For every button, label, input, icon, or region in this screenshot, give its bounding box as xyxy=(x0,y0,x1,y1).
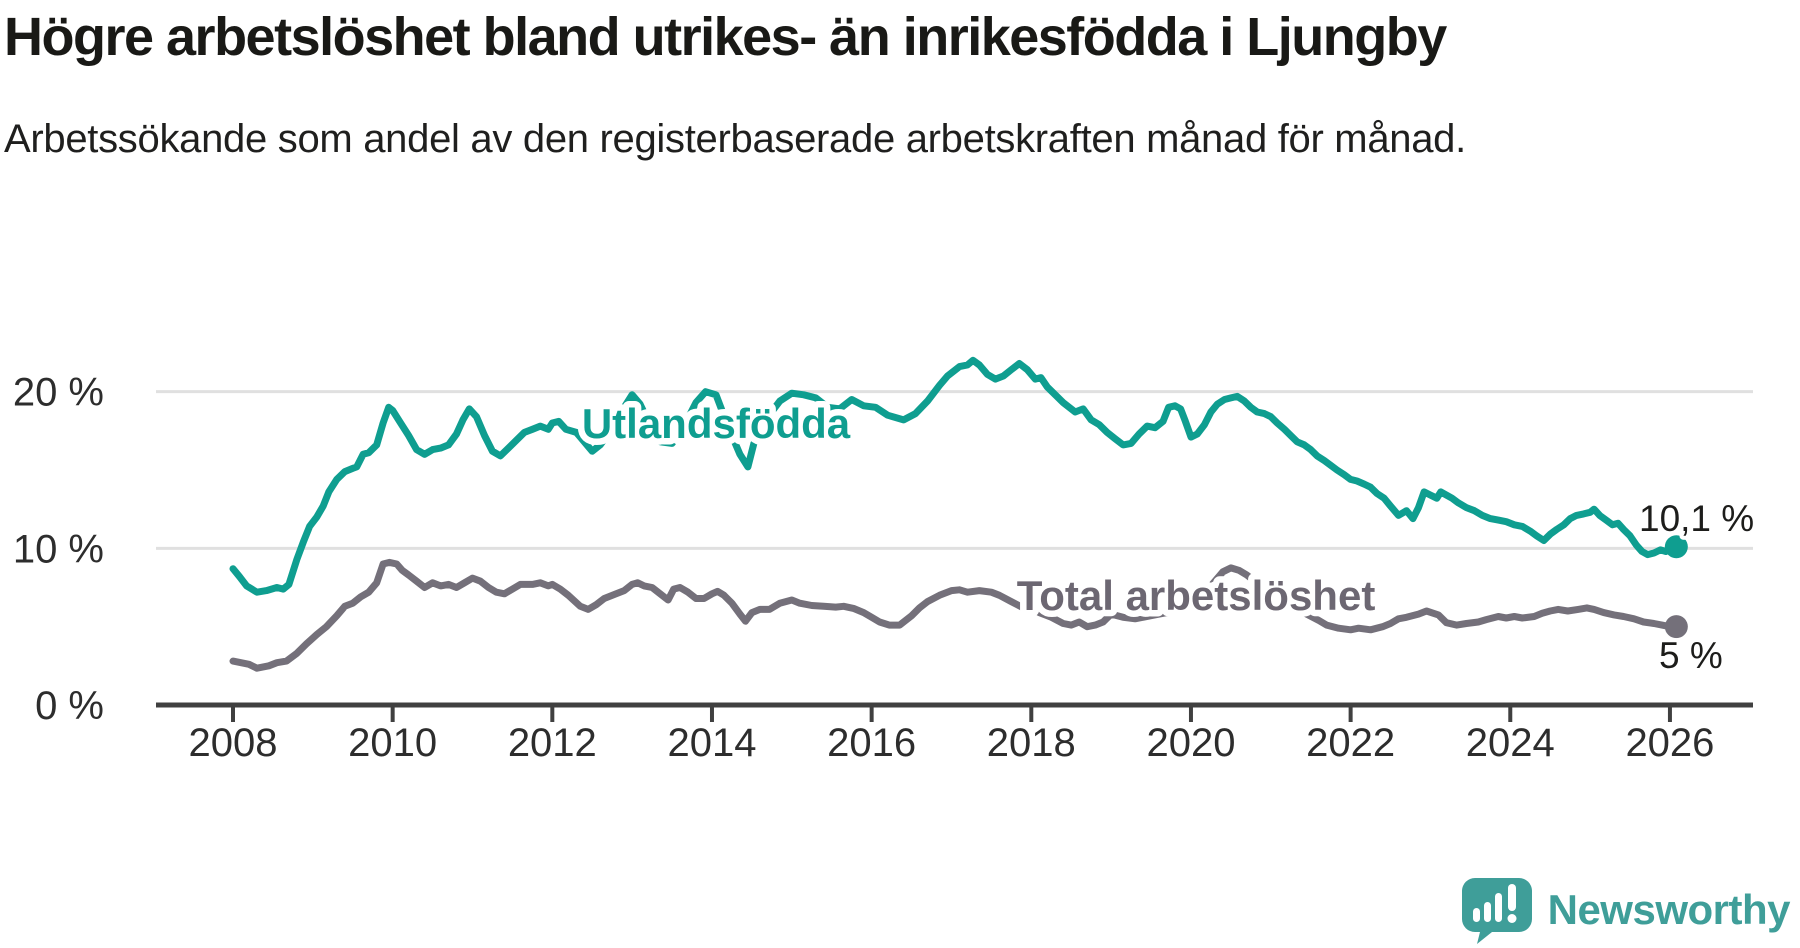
logo-exclamation-bar xyxy=(1507,884,1516,911)
logo-bar-medium xyxy=(1483,902,1491,922)
series-line-utlandsfodda xyxy=(229,356,1680,596)
logo-exclamation-dot xyxy=(1507,914,1517,923)
page-title: Högre arbetslöshet bland utrikes- än inr… xyxy=(4,7,1447,67)
y-tick-label: 0 % xyxy=(35,684,104,728)
brand-name: Newsworthy xyxy=(1547,886,1791,933)
x-tick-label: 2020 xyxy=(1146,721,1235,765)
series-label-utlandsfodda: Utlandsfödda xyxy=(582,400,851,447)
end-dot-total-arbetsloshet xyxy=(1664,615,1688,639)
y-tick-label: 10 % xyxy=(13,527,104,571)
end-value-label-total-arbetsloshet: 5 % xyxy=(1659,635,1723,676)
y-tick-label: 20 % xyxy=(13,371,104,415)
x-tick-label: 2010 xyxy=(348,721,437,765)
x-tick-label: 2016 xyxy=(827,721,916,765)
x-tick-label: 2022 xyxy=(1306,721,1395,765)
x-tick-label: 2014 xyxy=(667,721,756,765)
newsworthy-logo[interactable]: Newsworthy xyxy=(1460,876,1791,944)
newsworthy-speech-bubble-icon xyxy=(1461,878,1532,944)
end-dot-utlandsfodda xyxy=(1664,535,1688,559)
logo-bar-tall xyxy=(1494,893,1502,922)
chart-subtitle: Arbetssökande som andel av den registerb… xyxy=(4,117,1466,161)
x-tick-label: 2024 xyxy=(1466,721,1555,765)
series-line-total-arbetsloshet xyxy=(229,558,1680,672)
x-tick-label: 2008 xyxy=(189,721,278,765)
logo-bar-small xyxy=(1472,908,1480,922)
x-tick-label: 2026 xyxy=(1625,721,1714,765)
x-tick-label: 2012 xyxy=(508,721,597,765)
x-tick-label: 2018 xyxy=(987,721,1076,765)
end-value-label-utlandsfodda: 10,1 % xyxy=(1639,498,1754,539)
series-label-total-arbetsloshet: Total arbetslöshet xyxy=(1017,572,1376,619)
